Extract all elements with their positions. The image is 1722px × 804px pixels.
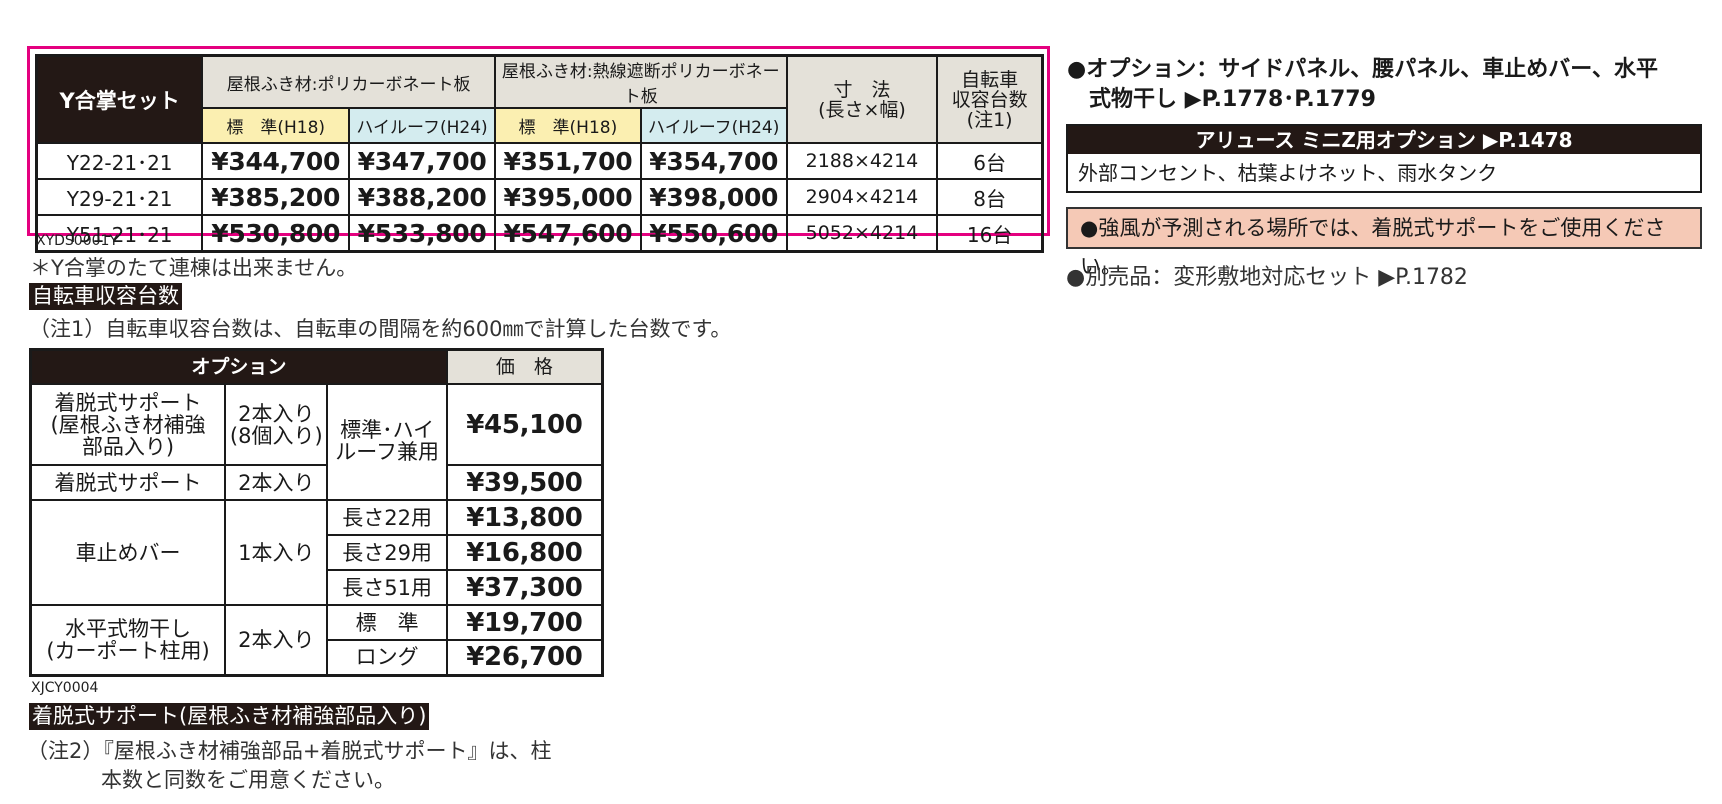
option-qty: 2本入り <box>224 464 329 501</box>
price-cell: ¥395,000 <box>493 178 642 216</box>
bike-count-cell: 8台 <box>936 178 1044 216</box>
sub-header-high-roof: ハイルーフ(H24) <box>348 107 496 144</box>
size-cell: 2188×4214 <box>785 142 939 180</box>
table-title: Y合掌セット <box>35 54 204 144</box>
option-price: ¥16,800 <box>445 534 604 571</box>
table-row: ロング ¥26,700 <box>31 639 604 676</box>
option-qty: 1本入り <box>224 499 329 606</box>
vertical-note: ＊Y合掌のたて連棟は出来ません。 <box>30 256 358 280</box>
price-header: 価 格 <box>445 348 604 385</box>
separate-item-note: ●別売品：変形敷地対応セット ▶P.1782 <box>1066 265 1468 290</box>
bike-count-cell: 6台 <box>936 142 1044 180</box>
group-header-polycarbonate: 屋根ふき材:ポリカーボネート板 <box>201 54 496 109</box>
option-variant: 長さ29用 <box>326 534 448 571</box>
table-row: 着脱式サポート (屋根ふき材補強 部品入り) 2本入り (8個入り) 標準･ハイ ルーフ… <box>29 383 604 501</box>
price-cell: ¥550,600 <box>639 214 788 253</box>
table-row: Y22-21･21 ¥344,700 ¥347,700 ¥351,700 ¥35… <box>35 142 1044 180</box>
reference-body: 外部コンセント、枯葉よけネット、雨水タンク <box>1078 161 1498 185</box>
option-variant: 長さ51用 <box>326 569 448 606</box>
option-price: ¥26,700 <box>445 639 604 676</box>
price-cell: ¥530,800 <box>201 214 351 253</box>
model-cell: Y29-21･21 <box>35 178 204 216</box>
bike-capacity-label: 自転車収容台数 <box>29 283 182 310</box>
wind-warning: ●強風が予測される場所では、着脱式サポートをご使用ください。 <box>1066 207 1702 278</box>
support-note-line2: 本数と同数をご用意ください。 <box>101 768 395 792</box>
table-row: Y29-21･21 ¥385,200 ¥388,200 ¥395,000 ¥39… <box>35 178 1044 216</box>
options-info-line2: 式物干し ▶P.1778･P.1779 <box>1089 87 1376 112</box>
bike-capacity-note: （注1）自転車収容台数は、自転車の間隔を約600㎜で計算した台数です。 <box>29 317 732 341</box>
reference-box: アリュース ミニZ用オプション ▶P.1478 外部コンセント、枯葉よけネット、… <box>1066 124 1702 193</box>
option-price: ¥37,300 <box>445 569 604 606</box>
product-code: XYDS0001Y <box>36 233 118 249</box>
option-variant: ロング <box>326 639 448 676</box>
option-variant: 標 準 <box>326 604 448 641</box>
option-qty: 2本入り <box>224 604 329 676</box>
support-note-line1: （注2）『屋根ふき材補強部品+着脱式サポート』は、柱 <box>27 739 552 763</box>
option-name: 車止めバー <box>29 499 227 606</box>
group-header-heat-block: 屋根ふき材:熱線遮断ポリカーボネート板 <box>493 54 788 109</box>
option-header: オプション <box>29 348 448 385</box>
price-cell: ¥347,700 <box>348 142 496 180</box>
price-cell: ¥351,700 <box>493 142 642 180</box>
size-cell: 5052×4214 <box>785 214 939 253</box>
bike-count-cell: 16台 <box>936 214 1044 253</box>
option-price: ¥19,700 <box>445 604 604 641</box>
table-row: Y51-21･21 ¥530,800 ¥533,800 ¥547,600 ¥55… <box>35 214 1044 253</box>
price-table: Y合掌セット 屋根ふき材:ポリカーボネート板 屋根ふき材:熱線遮断ポリカーボネー… <box>35 54 1044 253</box>
support-label: 着脱式サポート(屋根ふき材補強部品入り) <box>29 703 430 730</box>
model-cell: Y22-21･21 <box>35 142 204 180</box>
option-price: ¥39,500 <box>445 464 604 501</box>
table-row: 長さ29用 ¥16,800 <box>31 534 604 571</box>
option-qty: 2本入り (8個入り) <box>224 383 329 466</box>
sub-header-standard: 標 準(H18) <box>493 107 642 144</box>
option-name: 着脱式サポート (屋根ふき材補強 部品入り) <box>29 383 227 466</box>
price-cell: ¥547,600 <box>493 214 642 253</box>
option-variant: 長さ22用 <box>326 499 448 536</box>
option-code: XJCY0004 <box>31 680 99 696</box>
price-cell: ¥385,200 <box>201 178 351 216</box>
option-name: 水平式物干し (カーポート柱用) <box>29 604 227 676</box>
size-cell: 2904×4214 <box>785 178 939 216</box>
price-cell: ¥354,700 <box>639 142 788 180</box>
sub-header-standard: 標 準(H18) <box>201 107 351 144</box>
model-cell: Y51-21･21 <box>35 214 204 253</box>
option-price: ¥13,800 <box>445 499 604 536</box>
table-row: 着脱式サポート 2本入り ¥39,500 <box>29 464 604 501</box>
price-cell: ¥388,200 <box>348 178 496 216</box>
price-cell: ¥344,700 <box>201 142 351 180</box>
table-row: 長さ51用 ¥37,300 <box>31 569 604 606</box>
bike-capacity-header: 自転車 収容台数 (注1) <box>936 54 1044 144</box>
size-header: 寸 法 (長さ×幅) <box>785 54 939 144</box>
shared-roof-note: 標準･ハイ ルーフ兼用 <box>326 383 448 501</box>
sub-header-high-roof: ハイルーフ(H24) <box>639 107 788 144</box>
table-row: 車止めバー 1本入り 長さ22用 ¥13,800 <box>29 499 604 606</box>
option-price: ¥45,100 <box>445 383 604 466</box>
reference-header: アリュース ミニZ用オプション ▶P.1478 <box>1068 126 1700 154</box>
option-name: 着脱式サポート <box>29 464 227 501</box>
option-price-table: オプション 価 格 着脱式サポート (屋根ふき材補強 部品入り) 2本入り (8個入り… <box>29 348 604 677</box>
table-row: 水平式物干し (カーポート柱用) 2本入り 標 準 ¥19,700 <box>29 604 604 676</box>
options-info-line1: ●オプション：サイドパネル、腰パネル、車止めバー、水平 <box>1067 57 1658 82</box>
price-cell: ¥398,000 <box>639 178 788 216</box>
price-cell: ¥533,800 <box>348 214 496 253</box>
